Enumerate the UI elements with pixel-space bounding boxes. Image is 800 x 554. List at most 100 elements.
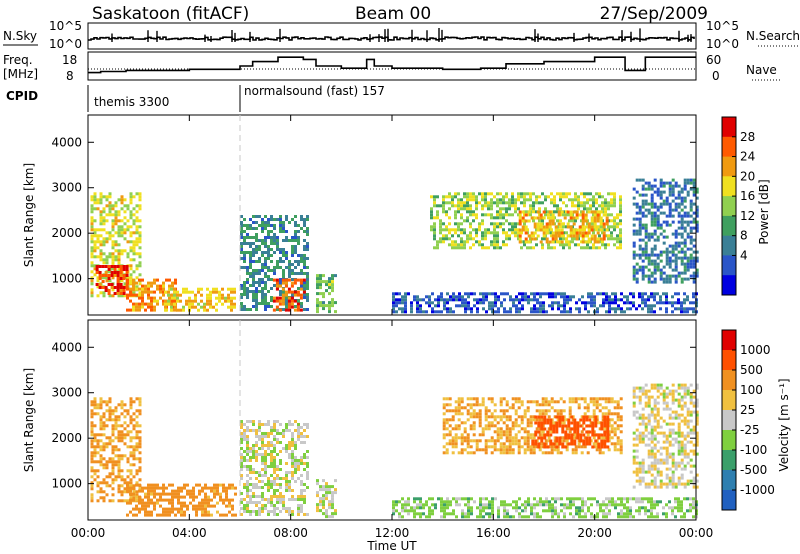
velocity-cell-2 [255,453,258,456]
velocity-cell-0 [126,430,130,434]
power-cell-7 [518,307,521,311]
power-cell-4 [291,239,294,242]
power-cell-7 [617,298,620,302]
power-cell-10 [659,205,663,209]
power-cell-4 [264,284,267,287]
velocity-cell-1 [225,486,228,490]
velocity-cell-5 [526,442,530,446]
power-cell-8 [568,243,571,247]
velocity-cell-4 [503,503,506,507]
power-cell-0 [132,219,136,223]
power-cell-4 [249,257,252,260]
power-cell-7 [557,304,560,308]
power-cell-7 [416,301,419,305]
velocity-cell-2 [285,450,288,453]
velocity-cell-1 [162,492,165,496]
velocity-cell-2 [294,447,297,450]
velocity-cell-5 [598,403,602,407]
power-cell-10 [671,199,675,203]
power-cell-7 [416,310,419,314]
velocity-cell-2 [246,444,249,447]
velocity-cell-2 [276,489,279,492]
power-cell-10 [686,235,690,239]
power-cell-3 [173,302,176,306]
power-cell-8 [559,198,562,202]
power-cell-7 [425,295,428,299]
power-cell-8 [460,243,463,247]
velocity-cell-3 [325,494,328,498]
velocity-cell-5 [520,415,524,419]
velocity-cell-2 [288,510,291,513]
velocity-cell-4 [638,506,641,510]
velocity-cell-5 [484,445,488,449]
velocity-cell-6 [573,424,577,428]
power-cell-9 [530,237,534,241]
power-cell-3 [203,308,206,312]
velocity-cell-1 [156,492,159,496]
power-cell-0 [117,198,121,202]
power-cell-0 [120,234,124,238]
power-cell-10 [665,274,669,278]
power-cell-8 [505,195,508,199]
velocity-cell-4 [617,515,620,519]
power-cell-8 [472,213,475,217]
velocity-cell-0 [108,397,112,401]
power-cell-3 [164,308,167,312]
velocity-cell-0 [120,406,124,410]
velocity-cell-4 [398,512,401,516]
power-cell-7 [539,310,542,314]
velocity-cell-2 [267,423,270,426]
velocity-cell-5 [556,412,560,416]
velocity-cell-2 [282,429,285,432]
velocity-cell-5 [469,427,473,431]
power-cell-9 [545,231,549,235]
velocity-cell-3 [331,500,334,504]
power-cell-8 [442,198,445,202]
power-cell-0 [105,261,109,265]
velocity-cell-5 [472,424,476,428]
power-cell-4 [258,302,261,305]
power-cell-4 [270,305,273,308]
power-cell-4 [270,239,273,242]
power-cell-8 [571,240,574,244]
velocity-cell-6 [579,439,583,443]
power-cell-7 [494,292,497,296]
power-cell-0 [96,234,100,238]
power-cell-10 [680,277,684,281]
power-cell-8 [610,234,613,238]
velocity-cell-5 [463,448,467,452]
velocity-cell-1 [150,486,153,490]
velocity-cell-4 [623,503,626,507]
velocity-cell-2 [270,462,273,465]
power-cell-5 [281,299,285,303]
velocity-cell-5 [508,433,512,437]
velocity-cell-4 [548,503,551,507]
velocity-cell-1 [159,504,162,508]
velocity-cell-5 [511,436,515,440]
power-cell-10 [692,181,696,185]
power-cell-4 [267,278,270,281]
velocity-cell-5 [532,400,536,404]
power-cell-4 [270,299,273,302]
velocity-cell-5 [454,445,458,449]
velocity-cell-5 [520,436,524,440]
power-cell-8 [493,240,496,244]
power-cell-6 [316,298,319,302]
velocity-cell-4 [419,515,422,519]
power-cell-10 [671,214,675,218]
power-cell-4 [282,251,285,254]
velocity-cell-1 [189,489,192,493]
power-cell-10 [641,187,645,191]
power-cell-4 [267,224,270,227]
power-cell-10 [680,280,684,284]
power-cell-7 [593,304,596,308]
velocity-cell-0 [132,496,136,500]
power-cell-4 [258,248,261,251]
power-cell-8 [460,213,463,217]
velocity-cell-0 [138,487,142,491]
power-cell-4 [285,266,288,269]
velocity-cell-5 [619,448,623,452]
power-cell-4 [267,275,270,278]
power-cell-2 [129,293,132,297]
power-cell-3 [224,299,227,303]
